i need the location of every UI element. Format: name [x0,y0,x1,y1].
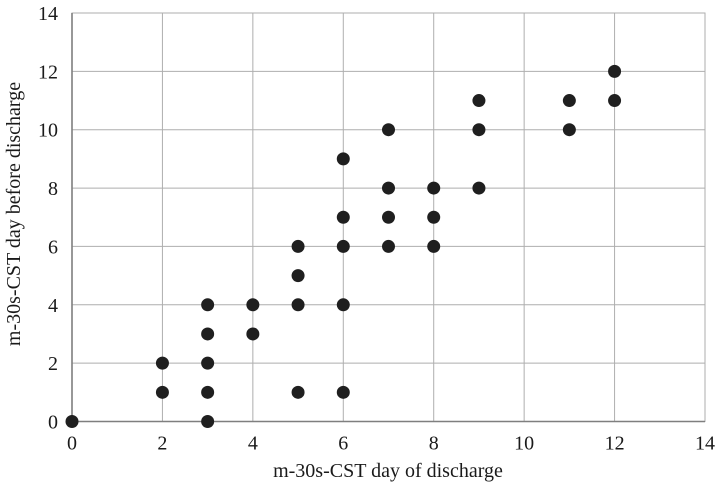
data-point [201,298,215,312]
data-point [472,94,486,108]
data-point [246,298,260,312]
y-tick-label: 6 [48,236,58,258]
data-point [246,327,260,341]
y-tick-label: 12 [38,61,58,83]
data-point [65,415,79,428]
x-tick-label: 14 [695,433,715,455]
y-axis-tick-labels: 0 2 4 6 8 10 12 14 [38,3,58,434]
data-point [336,239,350,253]
y-tick-label: 2 [48,353,58,375]
x-tick-label: 8 [429,433,439,455]
y-axis-title: m-30s-CST day before discharge [3,82,25,346]
data-point [291,385,305,399]
data-point [472,181,486,195]
data-point [291,269,305,283]
x-axis-title: m-30s-CST day of discharge [273,460,503,482]
x-tick-label: 0 [67,433,77,455]
data-point [155,385,169,399]
data-point [472,123,486,137]
y-tick-label: 4 [48,295,58,317]
data-point [608,94,622,108]
y-tick-label: 8 [48,178,58,200]
data-point [201,415,215,428]
y-tick-label: 10 [38,120,58,142]
data-point [427,210,441,224]
x-tick-label: 4 [248,433,258,455]
y-tick-label: 0 [48,412,58,434]
data-point [382,239,395,253]
data-point [336,298,350,312]
x-tick-label: 2 [157,433,167,455]
data-point [291,239,305,253]
data-point [427,181,441,195]
data-point [155,356,169,370]
data-point [201,327,215,341]
x-tick-label: 12 [605,433,625,455]
y-tick-label: 14 [38,3,58,25]
data-point [608,64,622,78]
x-tick-label: 6 [338,433,348,455]
axis-lines [71,13,705,423]
data-point [336,385,350,399]
data-point [382,123,395,137]
data-point [382,210,395,224]
data-point [382,181,395,195]
data-point [336,210,350,224]
data-point [427,239,441,253]
data-point [562,94,576,108]
data-points [65,64,622,428]
data-point [562,123,576,137]
data-point [201,356,215,370]
x-axis-tick-labels: 0 2 4 6 8 10 12 14 [67,433,715,455]
data-point [201,385,215,399]
data-point [291,298,305,312]
x-tick-label: 10 [514,433,534,455]
data-point [336,152,350,166]
